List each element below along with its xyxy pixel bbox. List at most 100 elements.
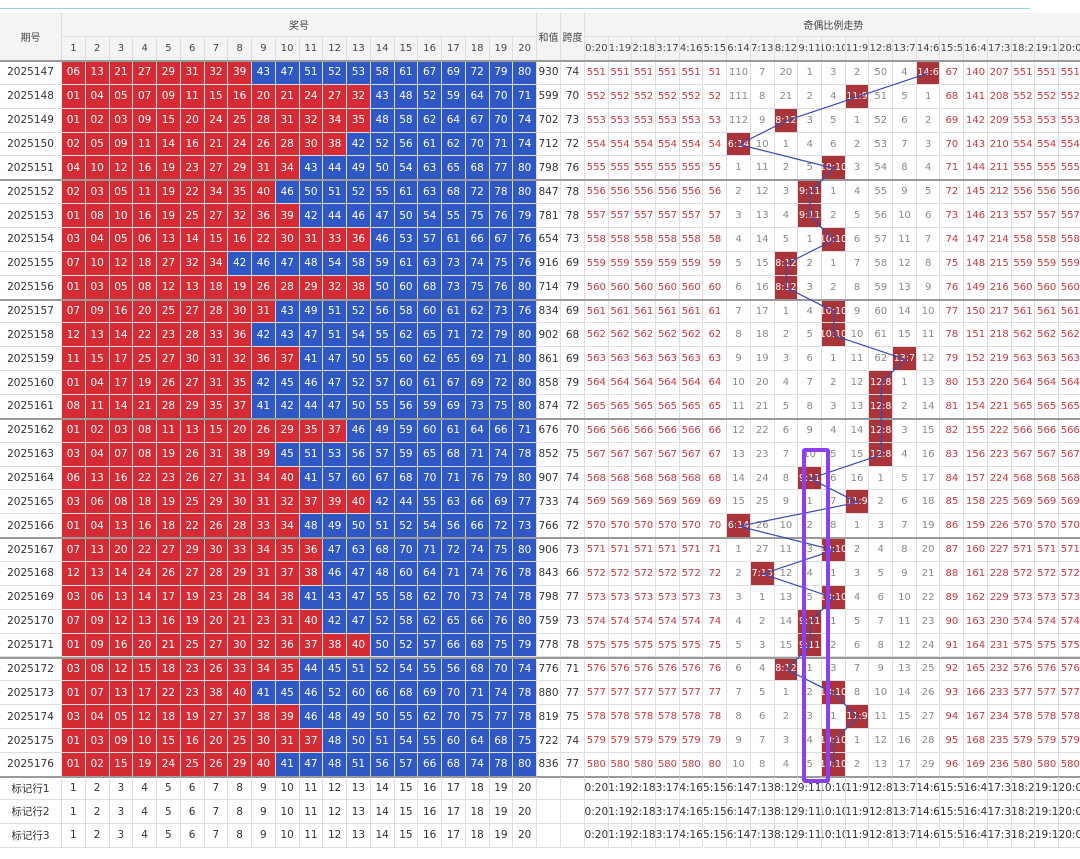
ratio-column-header: 9:11	[798, 37, 822, 61]
omission-cell: 576	[585, 657, 609, 682]
ratio-column-header: 11:9	[845, 37, 870, 61]
omission-cell: 575	[1035, 633, 1059, 658]
omission-cell: 72	[703, 562, 728, 586]
footer-ratio: 20:0	[1059, 800, 1080, 824]
number-cell: 29	[228, 562, 252, 586]
omission-cell: 557	[1059, 204, 1080, 229]
number-cell: 13	[109, 514, 134, 539]
number-cell: 26	[204, 514, 229, 539]
number-cell: 76	[489, 609, 514, 634]
number-cell: 61	[418, 371, 442, 396]
number-cell: 71	[418, 538, 442, 563]
number-cell: 13	[157, 228, 181, 252]
number-cell: 25	[133, 347, 157, 372]
footer-ratio: 19:1	[1035, 776, 1059, 801]
number-cell: 36	[252, 204, 276, 229]
footer-number: 11	[299, 824, 324, 848]
omission-cell: 559	[1059, 252, 1080, 276]
omission-cell: 568	[1059, 467, 1080, 491]
omission-cell: 572	[608, 562, 633, 586]
omission-cell: 570	[632, 514, 657, 539]
footer-ratio: 9:11	[798, 800, 822, 824]
footer-number: 2	[85, 800, 110, 824]
omission-cell: 81	[940, 395, 965, 419]
omission-cell: 14	[750, 228, 775, 252]
footer-empty	[561, 800, 585, 824]
omission-cell: 555	[585, 156, 609, 181]
omission-cell: 17	[750, 299, 775, 324]
number-cell: 35	[275, 657, 300, 682]
footer-number: 15	[394, 800, 419, 824]
number-cell: 14	[109, 323, 134, 348]
omission-cell: 229	[987, 585, 1012, 610]
number-cell: 59	[418, 395, 442, 419]
number-cell: 13	[180, 275, 205, 300]
omission-cell: 564	[585, 371, 609, 396]
number-cell: 61	[442, 418, 466, 443]
footer-ratio: 5:15	[703, 800, 728, 824]
omission-cell: 140	[964, 61, 988, 85]
number-cell: 07	[109, 442, 134, 467]
omission-cell: 559	[1011, 251, 1036, 276]
omission-cell: 7	[750, 729, 775, 753]
omission-cell: 6	[774, 418, 799, 443]
ratio-hit: 13:7	[893, 347, 917, 372]
omission-cell: 563	[656, 347, 680, 372]
number-cell: 38	[252, 705, 276, 730]
number-cell: 03	[85, 275, 110, 300]
omission-cell: 2	[845, 538, 870, 563]
omission-cell: 1	[869, 466, 894, 491]
span-cell: 79	[561, 275, 585, 300]
number-cell: 73	[513, 514, 537, 539]
omission-cell: 5	[750, 681, 775, 706]
ratio-hit: 7:13	[750, 562, 775, 586]
omission-cell: 556	[656, 180, 680, 205]
number-cell: 60	[347, 466, 371, 491]
number-cell: 26	[252, 275, 276, 300]
omission-cell: 27	[916, 705, 941, 730]
footer-ratio: 17:3	[987, 776, 1012, 801]
number-cell: 62	[465, 299, 490, 324]
omission-cell: 562	[656, 323, 680, 348]
number-cell: 68	[465, 156, 490, 181]
number-cell: 57	[370, 442, 395, 467]
omission-cell: 1	[893, 371, 917, 396]
omission-cell: 226	[987, 514, 1012, 539]
footer-ratio: 7:13	[750, 824, 775, 848]
omission-cell: 26	[916, 681, 941, 706]
group-separator	[0, 537, 1080, 540]
footer-number: 14	[370, 776, 395, 801]
omission-cell: 553	[585, 108, 609, 133]
sum-cell: 836	[537, 752, 561, 777]
number-cell: 21	[133, 395, 157, 419]
omission-cell: 576	[1011, 657, 1036, 682]
number-cell: 56	[370, 752, 395, 777]
omission-cell: 573	[1059, 586, 1080, 610]
omission-cell: 17	[893, 752, 917, 777]
number-cell: 16	[133, 514, 157, 539]
number-cell: 31	[204, 347, 229, 372]
omission-cell: 215	[987, 251, 1012, 276]
number-cell: 25	[180, 752, 205, 777]
omission-cell: 575	[1011, 633, 1036, 658]
number-cell: 24	[157, 752, 181, 777]
omission-cell: 580	[679, 752, 704, 777]
number-cell: 69	[465, 347, 490, 372]
footer-number: 14	[370, 824, 395, 848]
omission-cell: 567	[1035, 442, 1059, 467]
sum-cell: 654	[537, 228, 561, 252]
number-cell: 20	[133, 633, 157, 658]
footer-number: 20	[513, 824, 537, 848]
number-cell: 55	[418, 490, 442, 515]
omission-cell: 558	[1059, 228, 1080, 252]
omission-cell: 567	[1011, 442, 1036, 467]
period-cell: 2025160	[0, 371, 62, 396]
number-cell: 77	[489, 156, 514, 181]
number-cell: 20	[252, 84, 276, 109]
omission-cell: 1	[845, 108, 870, 133]
number-cell: 69	[489, 490, 514, 515]
number-cell: 59	[442, 84, 466, 109]
omission-cell: 13	[750, 204, 775, 229]
number-cell: 64	[465, 418, 490, 443]
number-cell: 67	[489, 228, 514, 252]
